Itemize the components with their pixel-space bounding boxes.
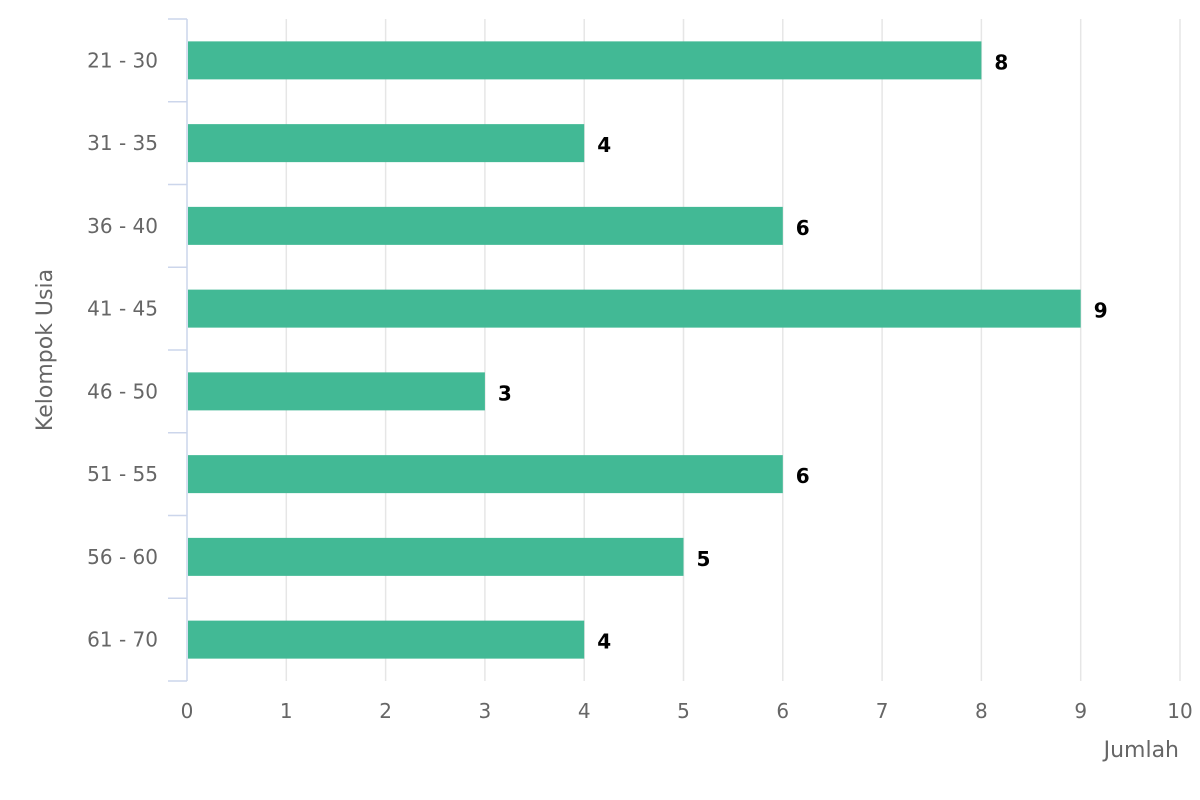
bar[interactable] <box>188 620 585 659</box>
x-tick-labels: 0 1 2 3 4 5 6 7 8 9 10 <box>181 699 1193 723</box>
data-labels: 8 4 6 9 3 6 5 4 <box>498 50 1108 653</box>
y-category-labels: 21 - 30 31 - 35 36 - 40 41 - 45 46 - 50 51 - … <box>87 48 158 651</box>
gridlines <box>285 19 1181 681</box>
x-tick-label: 9 <box>1074 699 1087 723</box>
axes <box>168 18 188 682</box>
y-category-label: 31 - 35 <box>87 131 158 155</box>
bars <box>188 41 1081 659</box>
bar[interactable] <box>188 289 1081 328</box>
y-category-label: 41 - 45 <box>87 297 158 321</box>
bar[interactable] <box>188 124 585 163</box>
y-category-label: 36 - 40 <box>87 214 158 238</box>
x-tick-label: 5 <box>677 699 690 723</box>
x-tick-label: 3 <box>479 699 492 723</box>
x-tick-label: 8 <box>975 699 988 723</box>
y-category-label: 46 - 50 <box>87 379 158 403</box>
y-category-label: 51 - 55 <box>87 462 158 486</box>
bar[interactable] <box>188 206 783 245</box>
data-label: 9 <box>1094 299 1108 323</box>
data-label: 6 <box>796 464 810 488</box>
bar[interactable] <box>188 455 783 494</box>
y-category-label: 21 - 30 <box>87 48 158 72</box>
x-axis-title: Jumlah <box>1102 738 1179 763</box>
data-label: 4 <box>597 630 611 654</box>
data-label: 6 <box>796 216 810 240</box>
x-tick-label: 2 <box>379 699 392 723</box>
y-category-label: 56 - 60 <box>87 545 158 569</box>
x-tick-label: 7 <box>876 699 889 723</box>
bar[interactable] <box>188 372 485 411</box>
data-label: 5 <box>697 547 711 571</box>
y-category-label: 61 - 70 <box>87 628 158 652</box>
data-label: 3 <box>498 381 512 405</box>
y-axis-title: Kelompok Usia <box>33 269 58 431</box>
data-label: 4 <box>597 133 611 157</box>
bar[interactable] <box>188 537 684 576</box>
data-label: 8 <box>994 50 1008 74</box>
x-tick-label: 1 <box>280 699 293 723</box>
bar[interactable] <box>188 41 982 80</box>
x-tick-label: 10 <box>1167 699 1192 723</box>
x-tick-label: 4 <box>578 699 591 723</box>
x-tick-label: 6 <box>776 699 789 723</box>
x-tick-label: 0 <box>181 699 194 723</box>
